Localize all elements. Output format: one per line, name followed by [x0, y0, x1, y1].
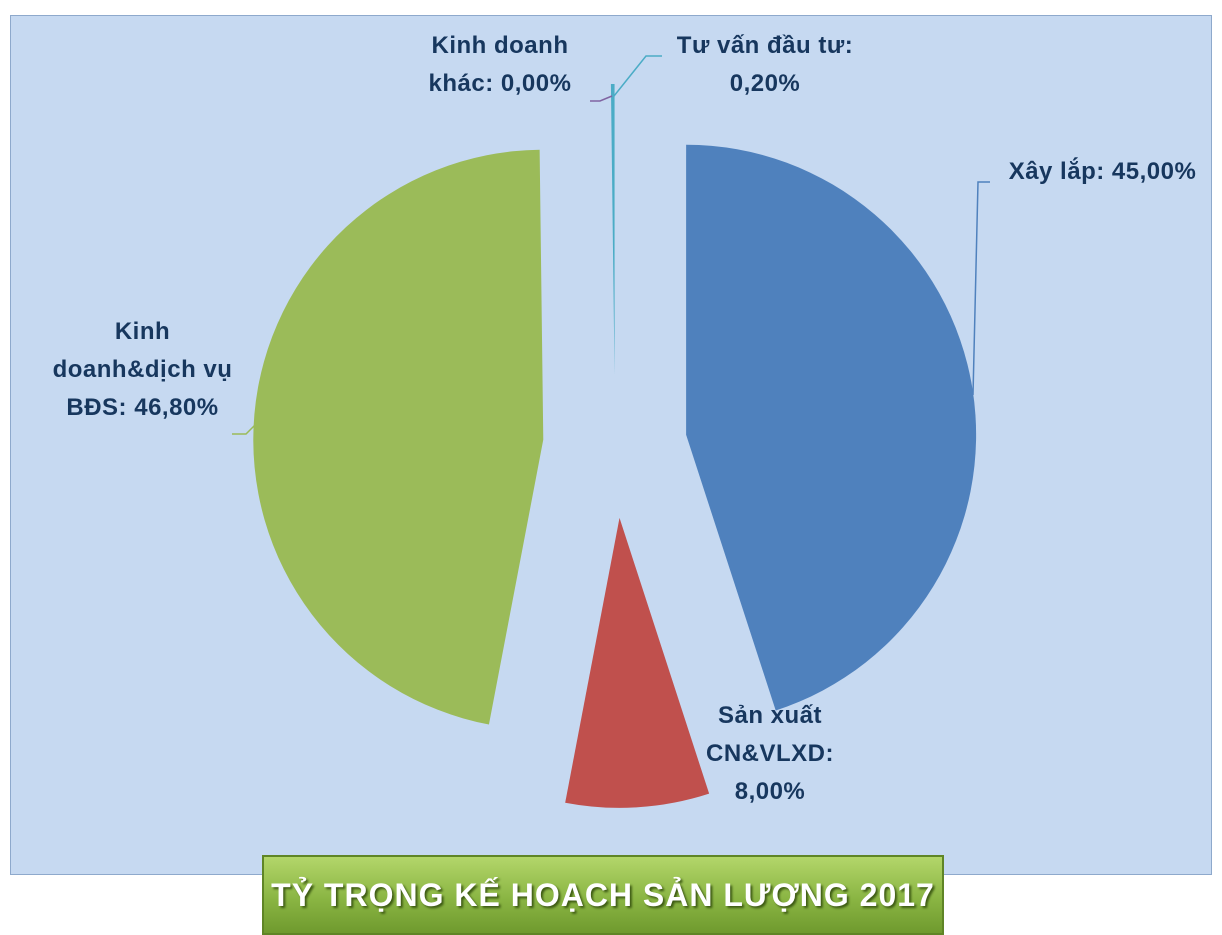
- title-banner: TỶ TRỌNG KẾ HOẠCH SẢN LƯỢNG 2017: [262, 855, 944, 935]
- data-label: Tư vấn đầu tư: 0,20%: [660, 27, 870, 103]
- pie-slice: [610, 84, 615, 375]
- pie-slice: [253, 149, 544, 725]
- pie-slice: [565, 517, 710, 808]
- category-label: Tư vấn đầu tư:: [676, 32, 854, 59]
- leader-line: [613, 55, 662, 97]
- leader-line: [232, 423, 257, 435]
- data-label: Xây lắp: 45,00%: [985, 153, 1220, 191]
- category-label: Kinh doanh&dịch vụ BĐS:: [52, 318, 233, 421]
- category-label: Xây lắp:: [1008, 158, 1105, 185]
- pie-slice: [686, 144, 977, 711]
- value-label: 8,00%: [734, 778, 806, 805]
- leader-line: [590, 95, 613, 102]
- leader-lines: [232, 55, 990, 435]
- value-label: 0,00%: [500, 70, 572, 97]
- category-label: Sản xuất CN&VLXD:: [706, 702, 834, 767]
- value-label: 46,80%: [134, 394, 219, 421]
- data-label: Sản xuất CN&VLXD: 8,00%: [695, 697, 845, 811]
- leader-line: [972, 181, 990, 396]
- data-label: Kinh doanh&dịch vụ BĐS: 46,80%: [40, 313, 245, 427]
- chart-title: TỶ TRỌNG KẾ HOẠCH SẢN LƯỢNG 2017: [271, 876, 935, 913]
- data-label: Kinh doanh khác: 0,00%: [405, 27, 595, 103]
- value-label: 45,00%: [1111, 158, 1197, 185]
- category-label: Kinh doanh khác:: [428, 32, 569, 97]
- value-label: 0,20%: [729, 70, 801, 97]
